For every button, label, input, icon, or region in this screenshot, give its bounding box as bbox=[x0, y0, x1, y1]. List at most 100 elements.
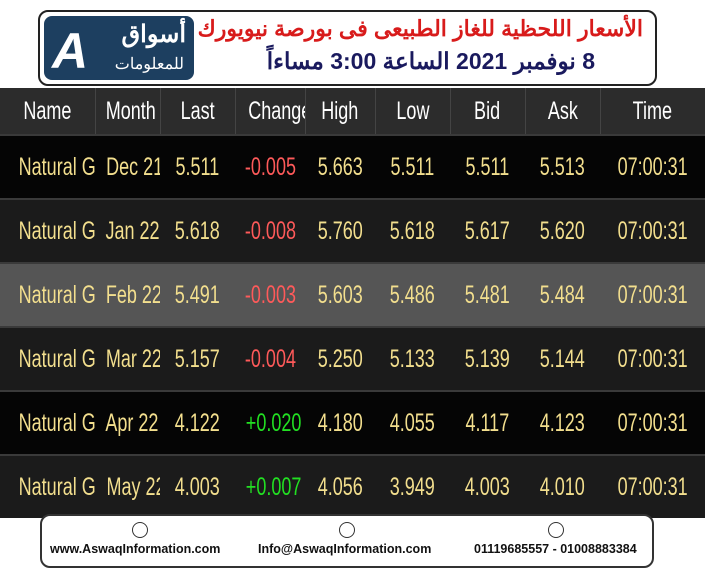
table-cell: +0.020 bbox=[235, 390, 305, 455]
phone-icon bbox=[548, 522, 564, 538]
cell-text: 5.144 bbox=[539, 344, 586, 373]
table-cell: 5.620 bbox=[525, 198, 600, 263]
cell-text: 5.486 bbox=[389, 280, 436, 309]
table-cell: Feb 22 bbox=[95, 262, 160, 327]
table-cell: +0.007 bbox=[235, 454, 305, 518]
table-cell: 4.180 bbox=[305, 390, 375, 455]
cell-text: 07:00:31 bbox=[617, 152, 688, 181]
table-cell: Natural Gas bbox=[0, 262, 95, 327]
email: Info@AswaqInformation.com bbox=[258, 542, 432, 556]
column-header-text: Ask bbox=[547, 96, 578, 125]
cell-text: 5.513 bbox=[539, 152, 586, 181]
table-cell: Mar 22 bbox=[95, 326, 160, 391]
table-cell: 5.511 bbox=[450, 134, 525, 199]
table-cell: 5.603 bbox=[305, 262, 375, 327]
cell-text: 5.618 bbox=[174, 216, 221, 245]
cell-text: 07:00:31 bbox=[617, 472, 688, 501]
column-header: Bid bbox=[450, 88, 526, 135]
column-header: Ask bbox=[525, 88, 601, 135]
table-cell: 4.003 bbox=[450, 454, 525, 518]
table-cell: 5.491 bbox=[160, 262, 235, 327]
cell-text: 4.056 bbox=[317, 472, 363, 501]
cell-text: 5.620 bbox=[539, 216, 586, 245]
table-cell: 07:00:31 bbox=[600, 454, 705, 518]
table-cell: 5.513 bbox=[525, 134, 600, 199]
table-row: Natural Gas Jan 22 5.618 -0.008 5.760 5.618 5.… bbox=[0, 198, 705, 263]
cell-text: Natural Gas bbox=[18, 152, 95, 181]
column-header: Last bbox=[160, 88, 236, 135]
table-cell: 5.481 bbox=[450, 262, 525, 327]
cell-text: 4.122 bbox=[174, 408, 221, 437]
cell-text: -0.005 bbox=[244, 152, 296, 181]
cell-text: 4.117 bbox=[465, 408, 510, 437]
cell-text: 5.760 bbox=[317, 216, 363, 245]
cell-text: 5.603 bbox=[317, 280, 363, 309]
cell-text: May 22 bbox=[106, 472, 160, 501]
web-icon bbox=[132, 522, 148, 538]
table-cell: Dec 21 bbox=[95, 134, 160, 199]
website: www.AswaqInformation.com bbox=[50, 542, 221, 556]
table-cell: 07:00:31 bbox=[600, 134, 705, 199]
table-cell: -0.005 bbox=[235, 134, 305, 199]
table-cell: 4.123 bbox=[525, 390, 600, 455]
table-cell: 5.511 bbox=[375, 134, 450, 199]
table-cell: 07:00:31 bbox=[600, 198, 705, 263]
table-cell: Natural Gas bbox=[0, 390, 95, 455]
column-header-text: Month bbox=[105, 96, 156, 125]
mail-icon bbox=[339, 522, 355, 538]
column-header: Change bbox=[235, 88, 306, 135]
cell-text: -0.004 bbox=[244, 344, 296, 373]
cell-text: 4.003 bbox=[174, 472, 221, 501]
table-cell: Natural Gas bbox=[0, 454, 95, 518]
table-cell: 5.157 bbox=[160, 326, 235, 391]
table-cell: 5.133 bbox=[375, 326, 450, 391]
cell-text: Feb 22 bbox=[105, 280, 160, 309]
cell-text: 5.511 bbox=[175, 152, 220, 181]
cell-text: +0.007 bbox=[245, 472, 302, 501]
cell-text: 5.663 bbox=[317, 152, 363, 181]
table-cell: 5.617 bbox=[450, 198, 525, 263]
cell-text: 5.481 bbox=[464, 280, 511, 309]
column-header-text: Last bbox=[180, 96, 215, 125]
table-row: Natural Gas Apr 22 4.122 +0.020 4.180 4.055 4.… bbox=[0, 390, 705, 455]
cell-text: 5.484 bbox=[539, 280, 586, 309]
table-cell: 4.056 bbox=[305, 454, 375, 518]
cell-text: Natural Gas bbox=[18, 472, 95, 501]
table-cell: May 22 bbox=[95, 454, 160, 518]
cell-text: 5.617 bbox=[464, 216, 511, 245]
table-cell: Apr 22 bbox=[95, 390, 160, 455]
table-cell: 5.618 bbox=[160, 198, 235, 263]
logo-subtitle: للمعلومات bbox=[114, 56, 184, 73]
column-header: Time bbox=[600, 88, 705, 135]
table-cell: 4.117 bbox=[450, 390, 525, 455]
cell-text: Natural Gas bbox=[18, 280, 95, 309]
table-cell: 3.949 bbox=[375, 454, 450, 518]
subtitle: 8 نوفمبر 2021 الساعة 3:00 مساءاً bbox=[266, 48, 595, 74]
cell-text: -0.003 bbox=[244, 280, 296, 309]
title: الأسعار اللحظية للغاز الطبيعى فى بورصة ن… bbox=[197, 16, 643, 41]
column-header-text: Change bbox=[247, 96, 305, 125]
cell-text: 4.010 bbox=[539, 472, 586, 501]
table-cell: Natural Gas bbox=[0, 134, 95, 199]
cell-text: 07:00:31 bbox=[617, 280, 688, 309]
cell-text: 4.003 bbox=[464, 472, 511, 501]
column-header-text: Name bbox=[23, 96, 72, 125]
table-row: Natural Gas Dec 21 5.511 -0.005 5.663 5.511 5.… bbox=[0, 134, 705, 199]
cell-text: Dec 21 bbox=[106, 152, 160, 181]
table-cell: 5.250 bbox=[305, 326, 375, 391]
table-cell: 4.055 bbox=[375, 390, 450, 455]
cell-text: 5.511 bbox=[465, 152, 510, 181]
column-header-text: Bid bbox=[474, 96, 501, 125]
cell-text: Natural Gas bbox=[18, 344, 95, 373]
phone: 01119685557 - 01008883384 bbox=[474, 542, 637, 556]
cell-text: 5.491 bbox=[174, 280, 221, 309]
cell-text: 4.180 bbox=[317, 408, 363, 437]
table-cell: 5.139 bbox=[450, 326, 525, 391]
table-cell: -0.008 bbox=[235, 198, 305, 263]
cell-text: 5.618 bbox=[389, 216, 436, 245]
column-header: Low bbox=[375, 88, 451, 135]
table-cell: 5.144 bbox=[525, 326, 600, 391]
table-row: Natural Gas Feb 22 5.491 -0.003 5.603 5.486 5.… bbox=[0, 262, 705, 327]
column-header-text: High bbox=[321, 96, 359, 125]
